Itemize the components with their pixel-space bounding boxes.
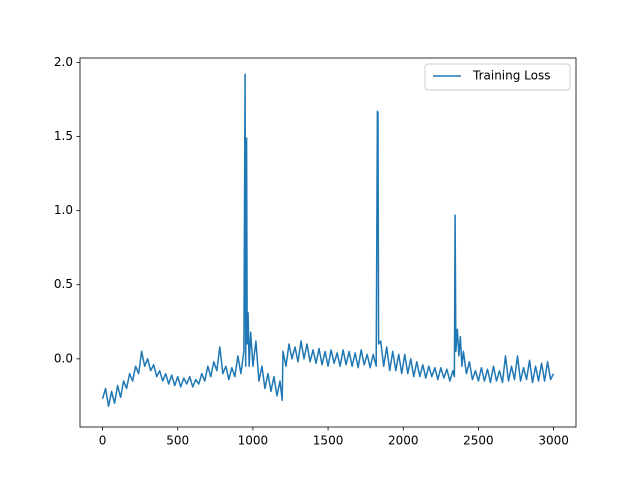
y-tick-label: 1.5 (54, 129, 73, 143)
y-tick-label: 0.5 (54, 277, 73, 291)
x-tick-label: 3000 (538, 434, 569, 448)
legend-label: Training Loss (472, 69, 550, 83)
y-tick-label: 0.0 (54, 351, 73, 365)
y-tick-label: 2.0 (54, 55, 73, 69)
x-tick-label: 1500 (313, 434, 344, 448)
x-tick-label: 500 (166, 434, 189, 448)
legend-box (424, 63, 571, 91)
x-tick-label: 1000 (238, 434, 269, 448)
x-tick-label: 2500 (463, 434, 494, 448)
data-line (101, 73, 555, 407)
axes-frame (79, 57, 577, 428)
y-tick-label: 1.0 (54, 203, 73, 217)
x-tick-label: 0 (99, 434, 107, 448)
x-tick-label: 2000 (388, 434, 419, 448)
